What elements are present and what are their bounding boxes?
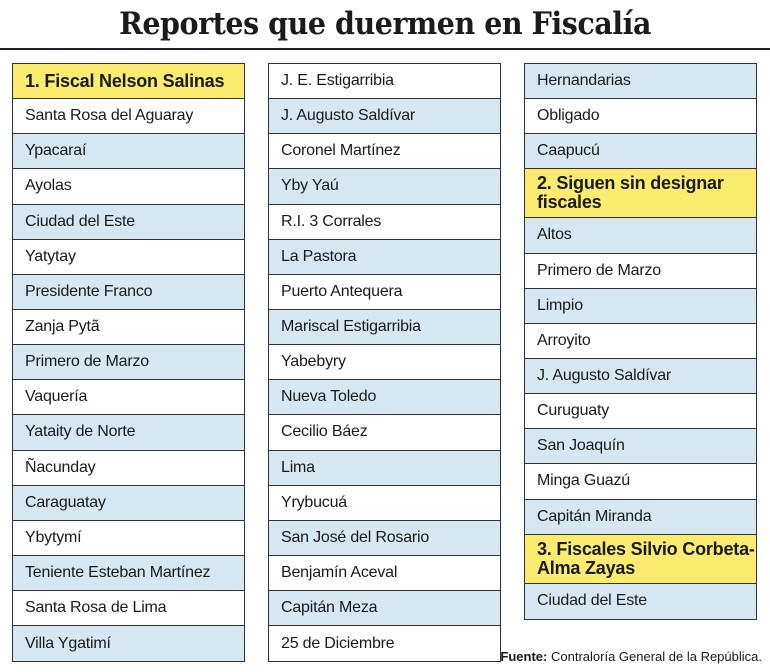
- list-item: Ñacunday: [13, 450, 244, 486]
- page-title: Reportes que duermen en Fiscalía: [119, 6, 651, 42]
- list-item: Capitán Meza: [269, 591, 500, 627]
- list-item: Limpio: [525, 288, 756, 324]
- list-item: Caraguatay: [13, 485, 244, 521]
- list-item: Teniente Esteban Martínez: [13, 555, 244, 592]
- list-item: Villa Ygatimí: [13, 626, 244, 662]
- list-item: Ciudad del Este: [13, 204, 244, 240]
- list-item: Lima: [269, 450, 500, 486]
- list-item: J. Augusto Saldívar: [269, 99, 500, 135]
- source-note: Fuente: Contraloría General de la Repúbl…: [500, 649, 762, 664]
- list-item: Ybytymí: [13, 520, 244, 556]
- list-item: Altos: [525, 218, 756, 254]
- list-item: Puerto Antequera: [269, 274, 500, 310]
- list-item: Minga Guazú: [525, 464, 756, 500]
- list-item: Yrybucuá: [269, 485, 500, 521]
- section-header: 1. Fiscal Nelson Salinas: [13, 64, 244, 100]
- list-item: Ciudad del Este: [525, 583, 756, 619]
- list-item: Coronel Martínez: [269, 134, 500, 170]
- section-header: 2. Siguen sin designar fiscales: [525, 169, 756, 219]
- list-item: Santa Rosa de Lima: [13, 591, 244, 627]
- list-item: Yataity de Norte: [13, 415, 244, 451]
- list-item: Benjamín Aceval: [269, 555, 500, 592]
- source-text: Contraloría General de la República.: [550, 649, 762, 664]
- list-item: Ypacaraí: [13, 134, 244, 170]
- list-item: Presidente Franco: [13, 274, 244, 310]
- list-item: Yby Yaú: [269, 169, 500, 205]
- list-column-1: 1. Fiscal Nelson Salinas Santa Rosa del A…: [12, 63, 245, 663]
- list-item: Yabebyry: [269, 345, 500, 381]
- list-item: Capitán Miranda: [525, 499, 756, 535]
- source-label: Fuente:: [500, 649, 548, 664]
- list-column-3: Hernandarias Obligado Caapucú 2. Siguen sin…: [524, 63, 757, 620]
- list-column-2: J. E. Estigarribia J. Augusto Saldívar Cor…: [268, 63, 501, 663]
- list-item: Primero de Marzo: [525, 253, 756, 289]
- list-item: 25 de Diciembre: [269, 626, 500, 662]
- list-item: Curuguaty: [525, 394, 756, 430]
- list-item: Vaquería: [13, 380, 244, 416]
- list-item: Caapucú: [525, 134, 756, 170]
- list-item: Primero de Marzo: [13, 345, 244, 381]
- list-item: Obligado: [525, 99, 756, 135]
- list-item: Santa Rosa del Aguaray: [13, 99, 244, 135]
- list-item: Nueva Toledo: [269, 380, 500, 416]
- list-item: Yatytay: [13, 239, 244, 275]
- list-item: R.I. 3 Corrales: [269, 204, 500, 240]
- list-item: J. Augusto Saldívar: [525, 358, 756, 395]
- list-item: San Joaquín: [525, 429, 756, 465]
- list-item: Mariscal Estigarribia: [269, 309, 500, 346]
- list-item: La Pastora: [269, 239, 500, 275]
- list-item: Cecilio Báez: [269, 415, 500, 451]
- list-item: Ayolas: [13, 169, 244, 205]
- title-bar: Reportes que duermen en Fiscalía: [0, 0, 770, 50]
- section-header: 3. Fiscales Silvio Corbeta- Alma Zayas: [525, 534, 756, 584]
- list-item: Zanja Pytã: [13, 309, 244, 346]
- list-item: J. E. Estigarribia: [269, 64, 500, 100]
- list-item: San José del Rosario: [269, 520, 500, 556]
- list-item: Arroyito: [525, 323, 756, 359]
- list-item: Hernandarias: [525, 64, 756, 100]
